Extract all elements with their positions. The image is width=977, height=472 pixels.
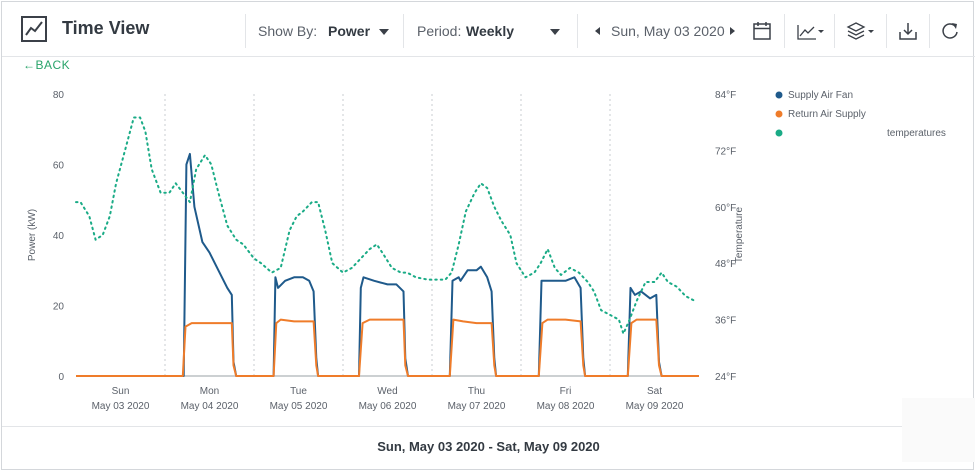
- y2-tick-label: 84°F: [715, 90, 736, 101]
- x-tick-day: Sat: [647, 386, 662, 397]
- series-line-temperatures: [75, 116, 696, 335]
- line-chart-icon: [21, 16, 47, 42]
- divider: [784, 14, 785, 48]
- y-tick-label: 40: [53, 231, 65, 242]
- divider: [834, 14, 835, 48]
- x-tick-date: May 09 2020: [626, 401, 684, 412]
- current-date: Sun, May 03 2020: [611, 23, 725, 39]
- y2-tick-label: 24°F: [715, 372, 736, 383]
- divider: [2, 426, 975, 427]
- period-select[interactable]: Weekly: [460, 16, 566, 46]
- next-date-button[interactable]: [730, 27, 735, 35]
- back-link[interactable]: ←BACK: [23, 58, 71, 72]
- x-tick-day: Fri: [560, 386, 572, 397]
- x-tick-date: May 07 2020: [448, 401, 506, 412]
- y2-tick-label: 36°F: [715, 316, 736, 327]
- y2-tick-label: 72°F: [715, 146, 736, 157]
- date-range-label: Sun, May 03 2020 - Sat, May 09 2020: [377, 439, 600, 454]
- x-tick-day: Wed: [377, 386, 397, 397]
- period-value: Weekly: [466, 23, 514, 39]
- y-tick-label: 60: [53, 161, 65, 172]
- x-tick-date: May 05 2020: [270, 401, 328, 412]
- x-tick-date: May 08 2020: [537, 401, 595, 412]
- y-tick-label: 0: [58, 372, 64, 383]
- divider: [577, 14, 578, 48]
- series-line-return-air-supply: [76, 318, 699, 377]
- legend-label: Supply Air Fan: [788, 90, 853, 101]
- chevron-down-icon: [550, 29, 560, 35]
- x-tick-day: Thu: [468, 386, 485, 397]
- x-tick-date: May 04 2020: [181, 401, 239, 412]
- chart-type-icon[interactable]: [796, 20, 826, 42]
- series-line-supply-air-fan: [76, 152, 699, 377]
- refresh-icon[interactable]: [939, 20, 961, 42]
- legend-label: temperatures: [887, 128, 946, 139]
- y-axis-title: Power (kW): [27, 209, 38, 261]
- period-label: Period:: [417, 23, 462, 39]
- divider: [403, 14, 404, 48]
- x-tick-day: Sun: [112, 386, 130, 397]
- divider: [886, 14, 887, 48]
- y-tick-label: 80: [53, 90, 65, 101]
- y2-tick-label: 60°F: [715, 203, 736, 214]
- divider: [929, 14, 930, 48]
- y2-axis-title: Temperature: [734, 206, 745, 263]
- divider: [245, 14, 246, 48]
- legend-marker: [775, 110, 783, 118]
- calendar-icon[interactable]: [751, 20, 773, 42]
- page-title: Time View: [62, 18, 150, 38]
- time-series-chart: 0 20 40 60 80 24°F 36°F 48°F 60°F 72°F 84°F Power (…: [27, 90, 946, 412]
- show-by-select[interactable]: Power: [322, 16, 394, 46]
- y-tick-label: 20: [53, 302, 65, 313]
- y2-tick-label: 48°F: [715, 259, 736, 270]
- chevron-down-icon: [379, 29, 389, 35]
- x-tick-day: Mon: [200, 386, 219, 397]
- x-tick-date: May 06 2020: [359, 401, 417, 412]
- legend-label: Return Air Supply: [788, 109, 866, 120]
- x-tick-date: May 03 2020: [92, 401, 150, 412]
- legend-marker: [775, 91, 783, 99]
- show-by-label: Show By:: [258, 23, 318, 39]
- download-icon[interactable]: [897, 20, 919, 42]
- layers-icon[interactable]: [846, 20, 876, 42]
- toolbar: Time View Show By: Power Period: Weekly …: [2, 2, 975, 57]
- x-tick-day: Tue: [290, 386, 307, 397]
- prev-date-button[interactable]: [595, 27, 600, 35]
- corner-panel: [902, 398, 975, 462]
- legend-marker: [775, 129, 783, 137]
- show-by-value: Power: [328, 23, 371, 39]
